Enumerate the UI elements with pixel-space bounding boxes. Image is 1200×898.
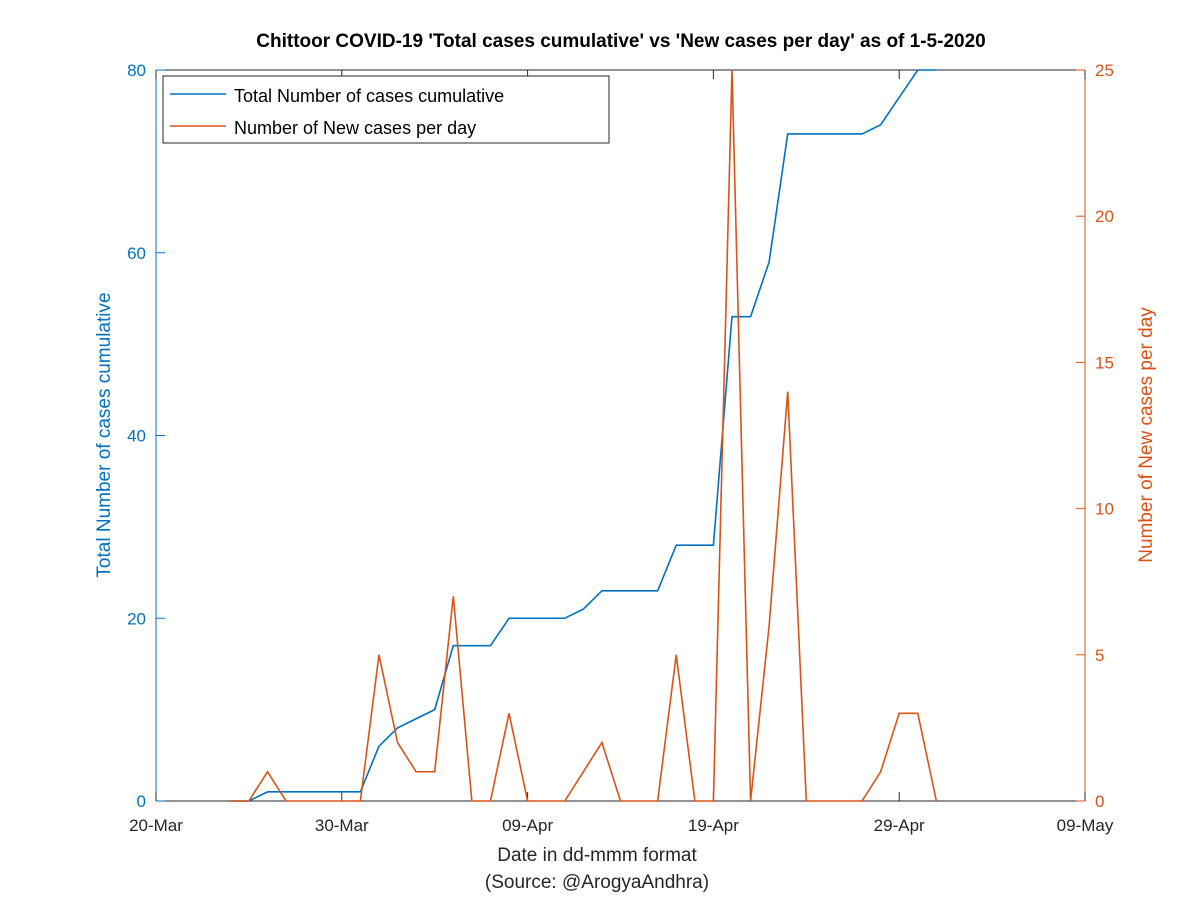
x-tick-label: 09-May — [1057, 816, 1114, 835]
series-layer — [230, 69, 938, 802]
left-y-tick-label: 60 — [127, 244, 146, 263]
x-tick-label: 29-Apr — [874, 816, 925, 835]
legend-label-total: Total Number of cases cumulative — [234, 86, 504, 106]
x-axis-label: Date in dd-mmm format — [497, 845, 697, 866]
left-y-tick-label: 0 — [137, 792, 146, 811]
left-y-axis-label: Total Number of cases cumulative — [94, 292, 115, 577]
right-y-tick-label: 20 — [1095, 207, 1114, 226]
x-tick-label: 30-Mar — [315, 816, 369, 835]
x-tick-label: 09-Apr — [502, 816, 553, 835]
left-y-tick-label: 20 — [127, 609, 146, 628]
right-y-tick-label: 25 — [1095, 61, 1114, 80]
legend-label-new: Number of New cases per day — [234, 118, 476, 138]
right-y-axis-label: Number of New cases per day — [1136, 307, 1157, 563]
left-y-tick-label: 80 — [127, 61, 146, 80]
legend-box — [162, 75, 610, 144]
x-tick-label: 20-Mar — [129, 816, 183, 835]
left-y-tick-label: 40 — [127, 427, 146, 446]
y-ticks-left: 0 20 40 60 80 — [127, 61, 165, 811]
y-ticks-right: 0 5 10 15 20 25 — [1076, 61, 1114, 811]
right-y-tick-label: 15 — [1095, 353, 1114, 372]
right-y-tick-label: 5 — [1095, 646, 1104, 665]
series-line-new-per-day — [230, 69, 938, 802]
x-axis-source-label: (Source: @ArogyaAndhra) — [485, 872, 709, 893]
right-y-tick-label: 0 — [1095, 792, 1104, 811]
x-ticks: 20-Mar 30-Mar 09-Apr 19-Apr 29-Apr 09-May — [129, 70, 1114, 835]
right-y-tick-label: 10 — [1095, 500, 1114, 519]
x-tick-label: 19-Apr — [688, 816, 739, 835]
legend: Total Number of cases cumulative Number … — [162, 75, 610, 144]
chart-title: Chittoor COVID-19 'Total cases cumulativ… — [256, 31, 985, 52]
series-line-total-cumulative — [230, 69, 937, 802]
